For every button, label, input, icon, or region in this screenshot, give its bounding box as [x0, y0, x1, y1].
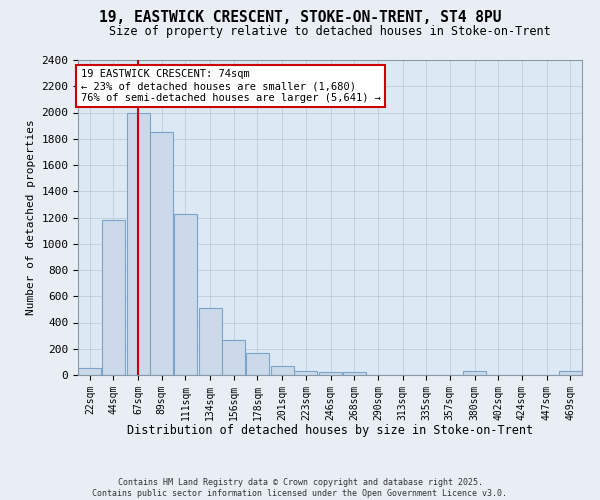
Text: 19, EASTWICK CRESCENT, STOKE-ON-TRENT, ST4 8PU: 19, EASTWICK CRESCENT, STOKE-ON-TRENT, S…: [99, 10, 501, 25]
Bar: [199, 308, 222, 375]
Bar: [102, 220, 125, 375]
Bar: [150, 132, 173, 375]
Text: Contains HM Land Registry data © Crown copyright and database right 2025.
Contai: Contains HM Land Registry data © Crown c…: [92, 478, 508, 498]
X-axis label: Distribution of detached houses by size in Stoke-on-Trent: Distribution of detached houses by size …: [127, 424, 533, 437]
Bar: [463, 371, 486, 375]
Y-axis label: Number of detached properties: Number of detached properties: [26, 120, 36, 316]
Bar: [559, 371, 582, 375]
Bar: [222, 340, 245, 375]
Bar: [271, 366, 294, 375]
Bar: [78, 368, 101, 375]
Title: Size of property relative to detached houses in Stoke-on-Trent: Size of property relative to detached ho…: [109, 25, 551, 38]
Bar: [174, 214, 197, 375]
Text: 19 EASTWICK CRESCENT: 74sqm
← 23% of detached houses are smaller (1,680)
76% of : 19 EASTWICK CRESCENT: 74sqm ← 23% of det…: [80, 70, 380, 102]
Bar: [319, 372, 342, 375]
Bar: [246, 352, 269, 375]
Bar: [127, 112, 150, 375]
Bar: [294, 371, 317, 375]
Bar: [343, 372, 366, 375]
